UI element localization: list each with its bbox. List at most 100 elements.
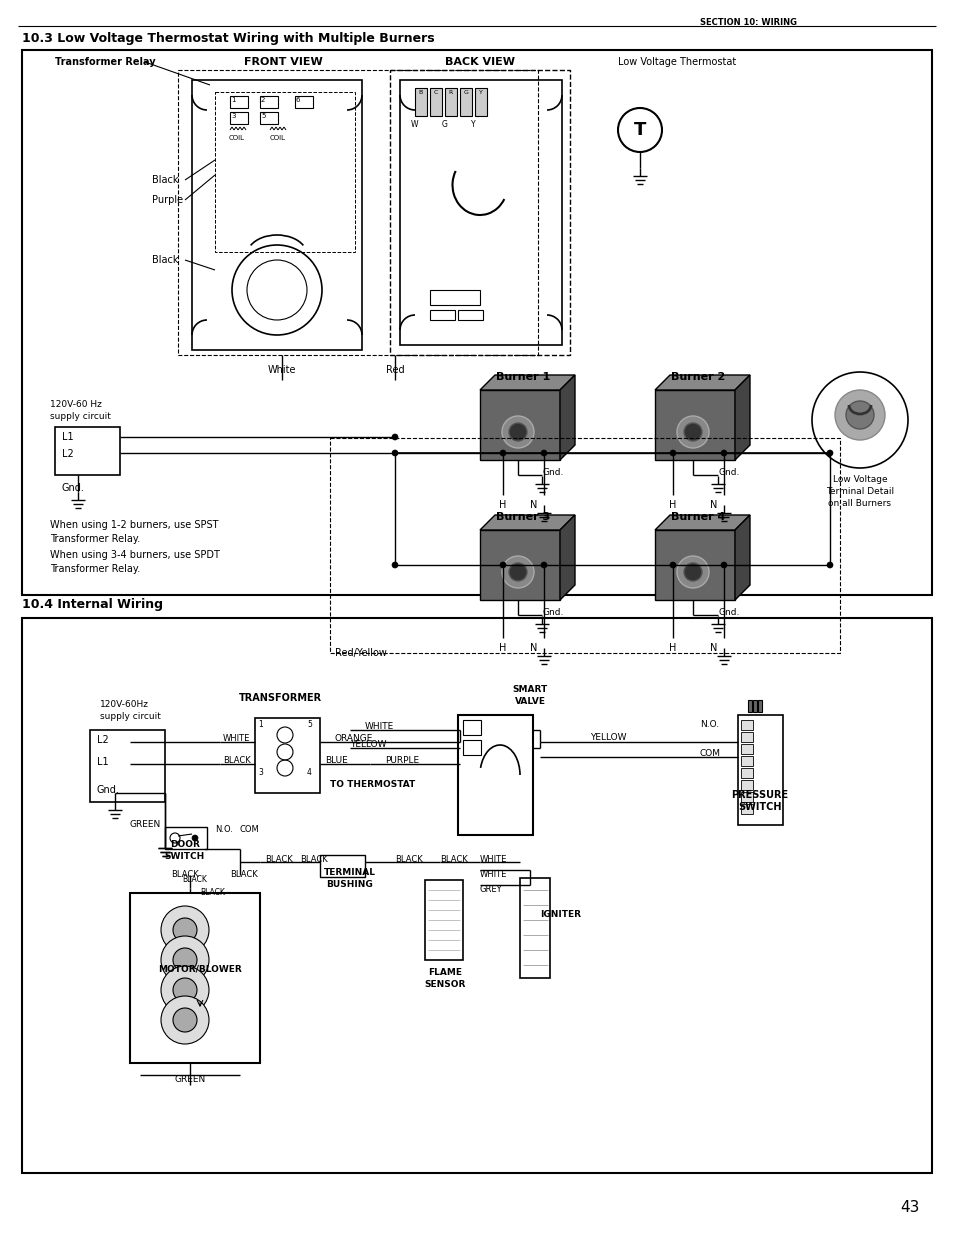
Text: 4: 4 <box>307 768 312 777</box>
Bar <box>430 88 441 116</box>
Circle shape <box>845 401 873 429</box>
Text: PURPLE: PURPLE <box>385 756 418 764</box>
Bar <box>740 720 752 730</box>
Text: N: N <box>710 500 717 510</box>
Bar <box>260 112 277 124</box>
Bar <box>475 88 486 116</box>
Text: 3: 3 <box>257 768 263 777</box>
Circle shape <box>540 562 546 568</box>
Circle shape <box>677 416 708 448</box>
Text: N.O.: N.O. <box>214 825 233 834</box>
Bar <box>459 88 472 116</box>
Text: IGNITER: IGNITER <box>539 910 580 919</box>
Polygon shape <box>479 530 559 600</box>
Text: 2: 2 <box>261 98 265 103</box>
Bar <box>90 730 165 802</box>
Text: Purple: Purple <box>152 195 183 205</box>
Text: Gnd.: Gnd. <box>542 468 564 477</box>
Bar <box>430 310 455 320</box>
Text: BUSHING: BUSHING <box>326 881 373 889</box>
Text: TERMINAL: TERMINAL <box>324 868 375 877</box>
Text: Burner 2: Burner 2 <box>670 372 724 382</box>
Bar <box>22 49 931 595</box>
Polygon shape <box>559 375 575 459</box>
Text: L2: L2 <box>62 450 73 459</box>
Text: on all Burners: on all Burners <box>827 499 890 508</box>
Bar <box>390 70 569 354</box>
Text: PRESSURE: PRESSURE <box>731 790 788 800</box>
Text: 120V-60Hz: 120V-60Hz <box>100 700 149 709</box>
Circle shape <box>669 450 676 456</box>
Bar <box>130 893 260 1063</box>
Text: H: H <box>669 500 676 510</box>
Text: Black: Black <box>152 254 178 266</box>
Bar <box>230 112 248 124</box>
Text: Gnd.: Gnd. <box>97 785 120 795</box>
Text: WHITE: WHITE <box>223 734 250 743</box>
Text: Burner 3: Burner 3 <box>496 513 550 522</box>
Bar <box>260 96 277 107</box>
Bar <box>740 804 752 814</box>
Text: SWITCH: SWITCH <box>738 802 781 811</box>
Circle shape <box>826 562 832 568</box>
Circle shape <box>161 995 209 1044</box>
Text: supply circuit: supply circuit <box>100 713 161 721</box>
Bar <box>462 740 480 755</box>
Bar <box>758 700 761 713</box>
Text: Transformer Relay.: Transformer Relay. <box>50 534 140 543</box>
Text: DOOR: DOOR <box>170 840 200 848</box>
Polygon shape <box>655 375 749 390</box>
Circle shape <box>501 416 534 448</box>
Text: SENSOR: SENSOR <box>424 981 465 989</box>
Text: 10.4 Internal Wiring: 10.4 Internal Wiring <box>22 598 163 611</box>
Polygon shape <box>655 390 734 459</box>
Text: G: G <box>441 120 448 128</box>
Text: BLACK: BLACK <box>230 869 257 879</box>
Bar <box>165 827 207 848</box>
Circle shape <box>683 424 701 441</box>
Circle shape <box>540 450 546 456</box>
Circle shape <box>172 918 196 942</box>
Text: 1: 1 <box>231 98 235 103</box>
Text: BLACK: BLACK <box>171 869 198 879</box>
Text: GREY: GREY <box>479 885 502 894</box>
Bar <box>415 88 427 116</box>
Text: BACK VIEW: BACK VIEW <box>444 57 515 67</box>
Bar <box>55 427 120 475</box>
Text: Black: Black <box>152 175 178 185</box>
Circle shape <box>509 563 526 580</box>
Bar <box>22 618 931 1173</box>
Bar <box>294 96 313 107</box>
Text: YELLOW: YELLOW <box>589 734 626 742</box>
Text: COM: COM <box>240 825 259 834</box>
Bar <box>319 855 365 877</box>
Text: COIL: COIL <box>229 135 245 141</box>
Text: WHITE: WHITE <box>479 855 507 864</box>
Text: 3: 3 <box>231 112 235 119</box>
Bar <box>178 70 537 354</box>
Circle shape <box>392 450 397 456</box>
Circle shape <box>499 562 505 568</box>
Text: Red: Red <box>385 366 404 375</box>
Text: SECTION 10: WIRING: SECTION 10: WIRING <box>700 19 796 27</box>
Text: White: White <box>268 366 296 375</box>
Text: Transformer Relay.: Transformer Relay. <box>50 564 140 574</box>
Text: 43: 43 <box>900 1200 919 1215</box>
Text: TRANSFORMER: TRANSFORMER <box>238 693 321 703</box>
Circle shape <box>192 835 198 841</box>
Circle shape <box>172 1008 196 1032</box>
Circle shape <box>392 562 397 568</box>
Text: BLACK: BLACK <box>182 876 207 884</box>
Text: N.O.: N.O. <box>700 720 719 729</box>
Text: L1: L1 <box>62 432 73 442</box>
Text: 6: 6 <box>295 98 300 103</box>
Bar <box>740 768 752 778</box>
Text: BLACK: BLACK <box>439 855 467 864</box>
Text: H: H <box>669 643 676 653</box>
Text: Gnd.: Gnd. <box>719 608 740 618</box>
Circle shape <box>499 450 505 456</box>
Text: B: B <box>418 90 423 95</box>
Text: BLUE: BLUE <box>325 756 348 764</box>
Text: GREEN: GREEN <box>130 820 161 829</box>
Text: Gnd.: Gnd. <box>542 608 564 618</box>
